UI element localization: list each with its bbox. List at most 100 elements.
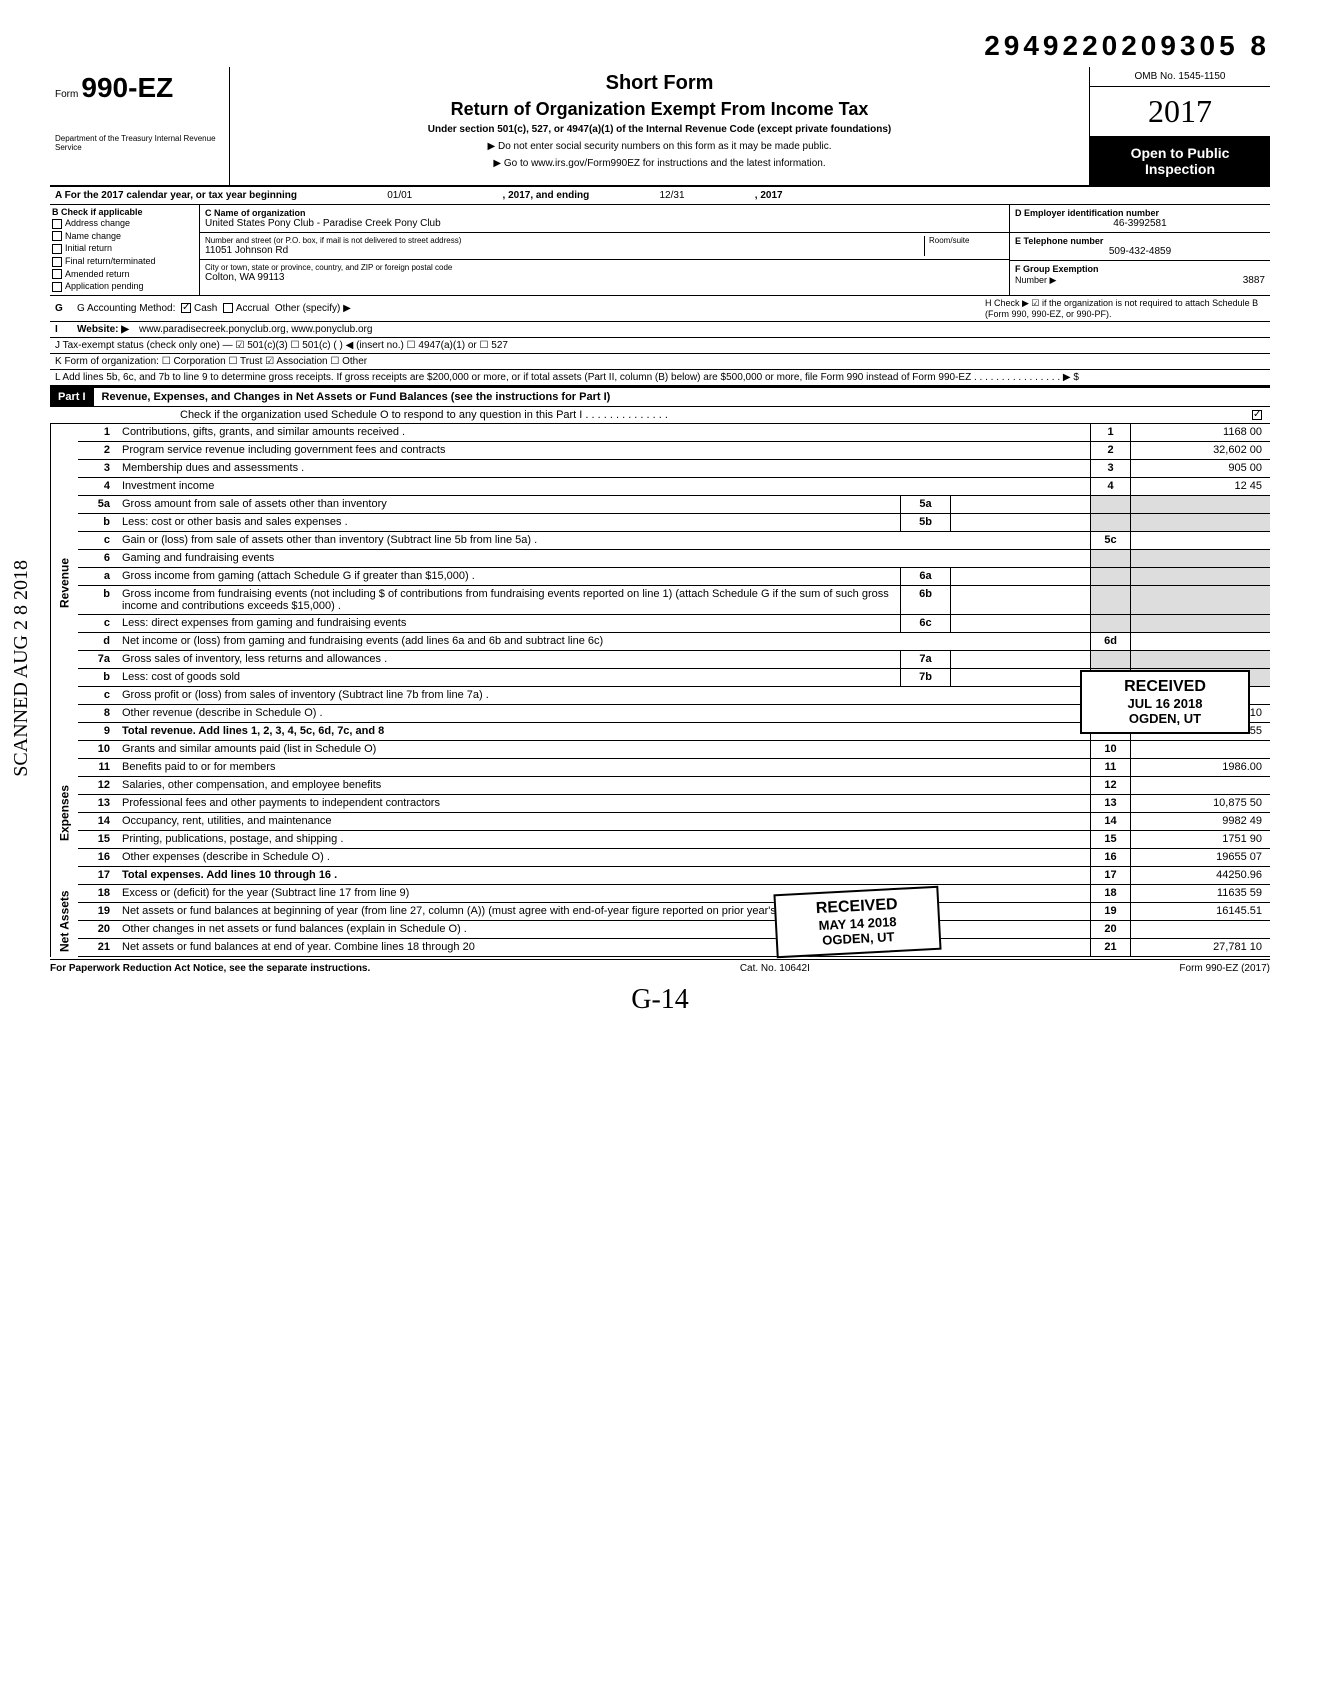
subtitle: Under section 501(c), 527, or 4947(a)(1)…	[240, 124, 1079, 135]
lbl-name: Name change	[65, 231, 121, 241]
row-a-suffix: , 2017	[755, 190, 783, 201]
line-18: 18Excess or (deficit) for the year (Subt…	[78, 885, 1270, 903]
f-lbl: F Group Exemption	[1015, 264, 1099, 274]
line-17: 17Total expenses. Add lines 10 through 1…	[78, 867, 1270, 885]
line-a: aGross income from gaming (attach Schedu…	[78, 568, 1270, 586]
line-16: 16Other expenses (describe in Schedule O…	[78, 849, 1270, 867]
line-7a: 7aGross sales of inventory, less returns…	[78, 651, 1270, 669]
chk-accrual[interactable]	[223, 303, 233, 313]
d-lbl: D Employer identification number	[1015, 208, 1265, 218]
org-name: United States Pony Club - Paradise Creek…	[205, 218, 1004, 229]
part1-label: Part I	[50, 388, 94, 406]
received-stamp-2: RECEIVED MAY 14 2018 OGDEN, UT	[773, 886, 941, 959]
sched-o-row: Check if the organization used Schedule …	[50, 407, 1270, 424]
line-c: cLess: direct expenses from gaming and f…	[78, 615, 1270, 633]
line-b: bGross income from fundraising events (n…	[78, 586, 1270, 615]
line-13: 13Professional fees and other payments t…	[78, 795, 1270, 813]
stamp1-l2: JUL 16 2018	[1096, 696, 1234, 711]
netassets-section: Net Assets 18Excess or (deficit) for the…	[50, 885, 1270, 957]
website: www.paradisecreek.ponyclub.org, www.pony…	[139, 324, 372, 335]
line-j: J Tax-exempt status (check only one) — ☑…	[50, 338, 1270, 354]
city-lbl: City or town, state or province, country…	[205, 263, 1004, 272]
footer: For Paperwork Reduction Act Notice, see …	[50, 959, 1270, 974]
part1-header: Part I Revenue, Expenses, and Changes in…	[50, 387, 1270, 407]
expenses-side-label: Expenses	[50, 741, 78, 885]
line-k: K Form of organization: ☐ Corporation ☐ …	[50, 354, 1270, 370]
line-19: 19Net assets or fund balances at beginni…	[78, 903, 1270, 921]
chk-address[interactable]	[52, 219, 62, 229]
ein: 46-3992581	[1015, 218, 1265, 229]
room-lbl: Room/suite	[924, 236, 1004, 256]
revenue-side-label: Revenue	[50, 424, 78, 741]
lbl-final: Final return/terminated	[65, 256, 156, 266]
footer-right: Form 990-EZ (2017)	[1179, 963, 1270, 974]
line-b: bLess: cost or other basis and sales exp…	[78, 514, 1270, 532]
k-txt: K Form of organization: ☐ Corporation ☐ …	[55, 356, 367, 367]
c-hdr: C Name of organization	[205, 208, 1004, 218]
ty-begin: 01/01	[300, 190, 500, 201]
lbl-pending: Application pending	[65, 281, 144, 291]
g-lbl: G Accounting Method:	[77, 303, 175, 314]
line-i: I Website: ▶ www.paradisecreek.ponyclub.…	[50, 322, 1270, 338]
row-a-prefix: A For the 2017 calendar year, or tax yea…	[55, 190, 297, 201]
dln: 2949220209305 8	[50, 30, 1270, 62]
open-inspection: Open to Public Inspection	[1090, 137, 1270, 185]
org-city: Colton, WA 99113	[205, 272, 1004, 283]
line-d: dNet income or (loss) from gaming and fu…	[78, 633, 1270, 651]
line-2: 2Program service revenue including gover…	[78, 442, 1270, 460]
form-label: Form	[55, 89, 78, 100]
sched-o-txt: Check if the organization used Schedule …	[180, 409, 1245, 421]
line-3: 3Membership dues and assessments .3905 0…	[78, 460, 1270, 478]
chk-sched-o[interactable]	[1252, 410, 1262, 420]
line-6: 6Gaming and fundraising events	[78, 550, 1270, 568]
chk-amended[interactable]	[52, 269, 62, 279]
part1-title: Revenue, Expenses, and Changes in Net As…	[94, 388, 1270, 406]
lbl-accrual: Accrual	[236, 303, 269, 314]
row-a-mid: , 2017, and ending	[503, 190, 590, 201]
tax-year: 2017	[1090, 87, 1270, 137]
line-11: 11Benefits paid to or for members111986.…	[78, 759, 1270, 777]
line-14: 14Occupancy, rent, utilities, and mainte…	[78, 813, 1270, 831]
line-15: 15Printing, publications, postage, and s…	[78, 831, 1270, 849]
e-lbl: E Telephone number	[1015, 236, 1265, 246]
return-title: Return of Organization Exempt From Incom…	[240, 99, 1079, 120]
dept: Department of the Treasury Internal Reve…	[55, 134, 224, 152]
netassets-side-label: Net Assets	[50, 885, 78, 957]
omb: OMB No. 1545-1150	[1090, 67, 1270, 87]
org-addr: 11051 Johnson Rd	[205, 245, 924, 256]
chk-final[interactable]	[52, 257, 62, 267]
line-20: 20Other changes in net assets or fund ba…	[78, 921, 1270, 939]
line-l: L Add lines 5b, 6c, and 7b to line 9 to …	[50, 370, 1270, 387]
lbl-amended: Amended return	[65, 269, 130, 279]
line-4: 4Investment income412 45	[78, 478, 1270, 496]
line-21: 21Net assets or fund balances at end of …	[78, 939, 1270, 957]
lbl-initial: Initial return	[65, 243, 112, 253]
line-12: 12Salaries, other compensation, and empl…	[78, 777, 1270, 795]
received-stamp-1: RECEIVED JUL 16 2018 OGDEN, UT	[1080, 670, 1250, 734]
form-number: 990-EZ	[81, 72, 173, 103]
info-grid: B Check if applicable Address change Nam…	[50, 205, 1270, 296]
h-txt: H Check ▶ ☑ if the organization is not r…	[985, 298, 1265, 319]
form-header: Form 990-EZ Department of the Treasury I…	[50, 67, 1270, 187]
chk-initial[interactable]	[52, 244, 62, 254]
stamp1-l3: OGDEN, UT	[1096, 711, 1234, 726]
scanned-stamp: SCANNED AUG 2 8 2018	[10, 560, 33, 777]
handwritten-note: G-14	[50, 984, 1270, 1016]
instr-1: ▶ Do not enter social security numbers o…	[240, 141, 1079, 152]
expenses-section: Expenses 10Grants and similar amounts pa…	[50, 741, 1270, 885]
group-exemption: 3887	[1243, 275, 1265, 286]
line-1: 1Contributions, gifts, grants, and simil…	[78, 424, 1270, 442]
row-a: A For the 2017 calendar year, or tax yea…	[50, 187, 1270, 205]
chk-pending[interactable]	[52, 282, 62, 292]
line-c: cGain or (loss) from sale of assets othe…	[78, 532, 1270, 550]
line-g: G G Accounting Method: Cash Accrual Othe…	[50, 296, 1270, 322]
phone: 509-432-4859	[1015, 246, 1265, 257]
ty-end: 12/31	[592, 190, 752, 201]
chk-name[interactable]	[52, 231, 62, 241]
j-txt: J Tax-exempt status (check only one) — ☑…	[55, 340, 508, 351]
addr-lbl: Number and street (or P.O. box, if mail …	[205, 236, 924, 245]
f-lbl2: Number ▶	[1015, 275, 1056, 285]
line-5a: 5aGross amount from sale of assets other…	[78, 496, 1270, 514]
chk-cash[interactable]	[181, 303, 191, 313]
b-hdr: B Check if applicable	[52, 207, 197, 217]
